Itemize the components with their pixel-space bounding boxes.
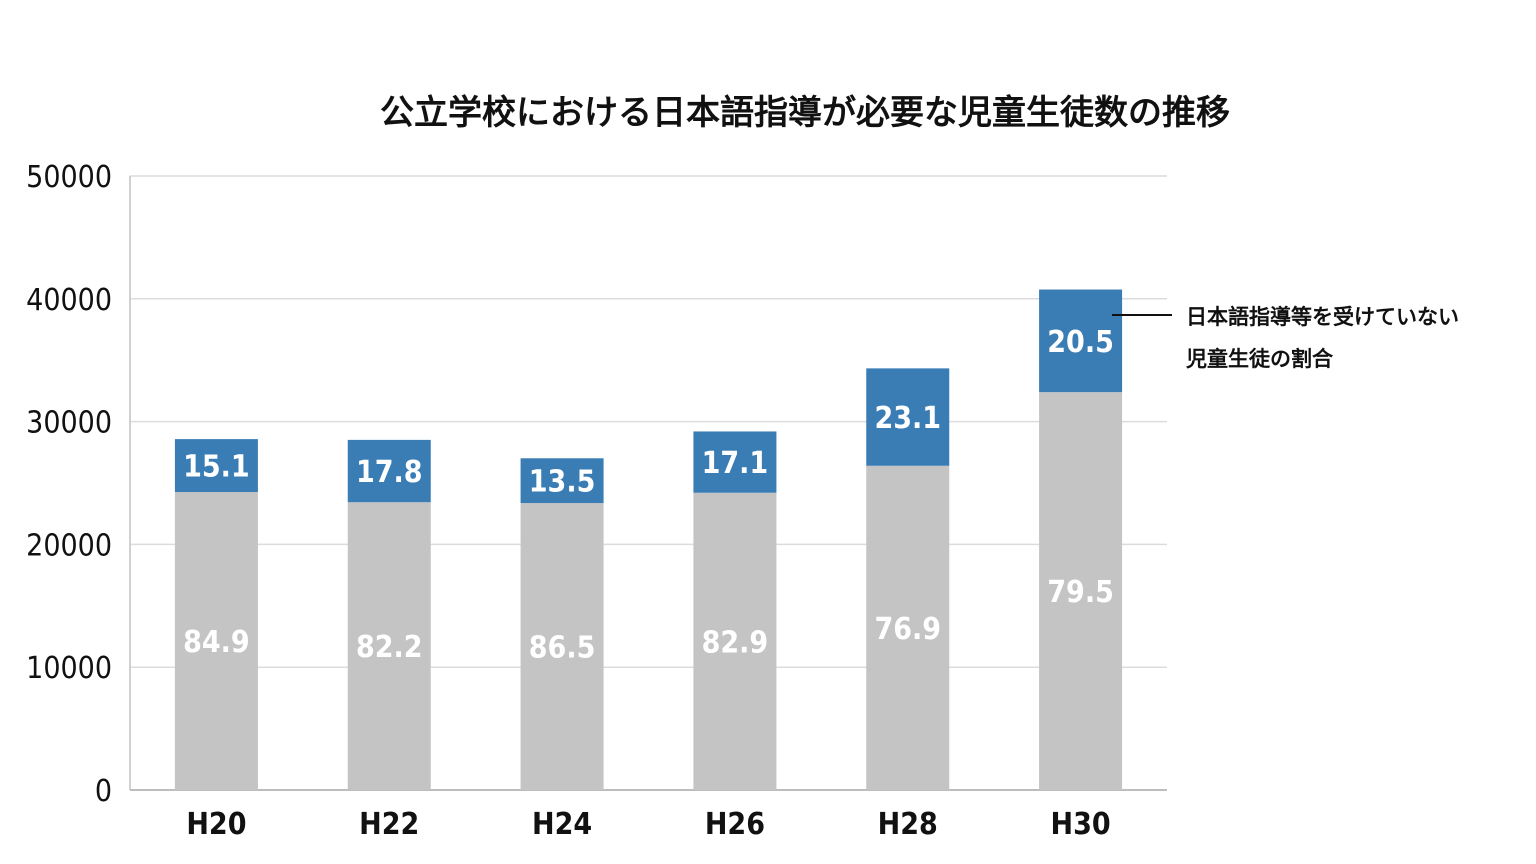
bar-segment-upper bbox=[174, 439, 258, 493]
data-label-upper: 17.8 bbox=[356, 455, 423, 490]
bar-segment-upper bbox=[866, 368, 950, 466]
annotation-line2: 児童生徒の割合 bbox=[1185, 347, 1334, 371]
gridlines bbox=[130, 175, 1167, 668]
bar-segment-lower bbox=[1039, 392, 1123, 790]
bar-segment-lower bbox=[347, 502, 431, 790]
annotation-line1: 日本語指導等を受けていない bbox=[1186, 305, 1459, 329]
data-label-lower: 86.5 bbox=[529, 631, 596, 666]
y-tick-labels: 0 10000 20000 30000 40000 50000 bbox=[26, 160, 112, 809]
x-tick-label: H30 bbox=[1051, 807, 1111, 842]
data-label-lower: 76.9 bbox=[874, 612, 941, 647]
data-label-lower: 82.9 bbox=[702, 625, 769, 660]
x-tick-label: H22 bbox=[359, 807, 419, 842]
bar-segment-lower bbox=[866, 465, 950, 790]
y-tick-label: 30000 bbox=[26, 406, 112, 441]
data-label-lower: 82.2 bbox=[356, 630, 423, 665]
data-label-upper: 23.1 bbox=[874, 401, 941, 436]
data-label-upper: 13.5 bbox=[529, 465, 596, 500]
x-tick-label: H28 bbox=[878, 807, 938, 842]
y-tick-label: 50000 bbox=[26, 160, 112, 195]
bar-segment-lower bbox=[174, 492, 258, 790]
data-label-upper: 17.1 bbox=[702, 446, 769, 481]
y-tick-label: 20000 bbox=[26, 528, 112, 563]
bar-segment-lower bbox=[520, 503, 604, 790]
bar-segment-lower bbox=[693, 492, 777, 790]
y-tick-label: 0 bbox=[95, 774, 112, 809]
bar-segment-upper bbox=[1039, 289, 1123, 393]
data-label-upper: 15.1 bbox=[183, 450, 250, 485]
y-tick-label: 10000 bbox=[26, 651, 112, 686]
chart-title: 公立学校における日本語指導が必要な児童生徒数の推移 bbox=[380, 93, 1230, 133]
data-label-lower: 79.5 bbox=[1047, 575, 1114, 610]
y-tick-label: 40000 bbox=[26, 283, 112, 318]
bar-segment-upper bbox=[693, 431, 777, 493]
bars: 84.9 15.1 82.2 17.8 86.5 13.5 82.9 17.1 76.9 23.1… bbox=[174, 289, 1123, 790]
data-label-upper: 20.5 bbox=[1047, 325, 1114, 360]
x-tick-labels: H20 H22 H24 H26 H28 H30 bbox=[186, 807, 1110, 842]
x-tick-label: H24 bbox=[532, 807, 592, 842]
x-tick-label: H26 bbox=[705, 807, 765, 842]
bar-segment-upper bbox=[347, 439, 431, 503]
data-label-lower: 84.9 bbox=[183, 625, 250, 660]
bar-segment-upper bbox=[520, 458, 604, 504]
x-tick-label: H20 bbox=[186, 807, 246, 842]
